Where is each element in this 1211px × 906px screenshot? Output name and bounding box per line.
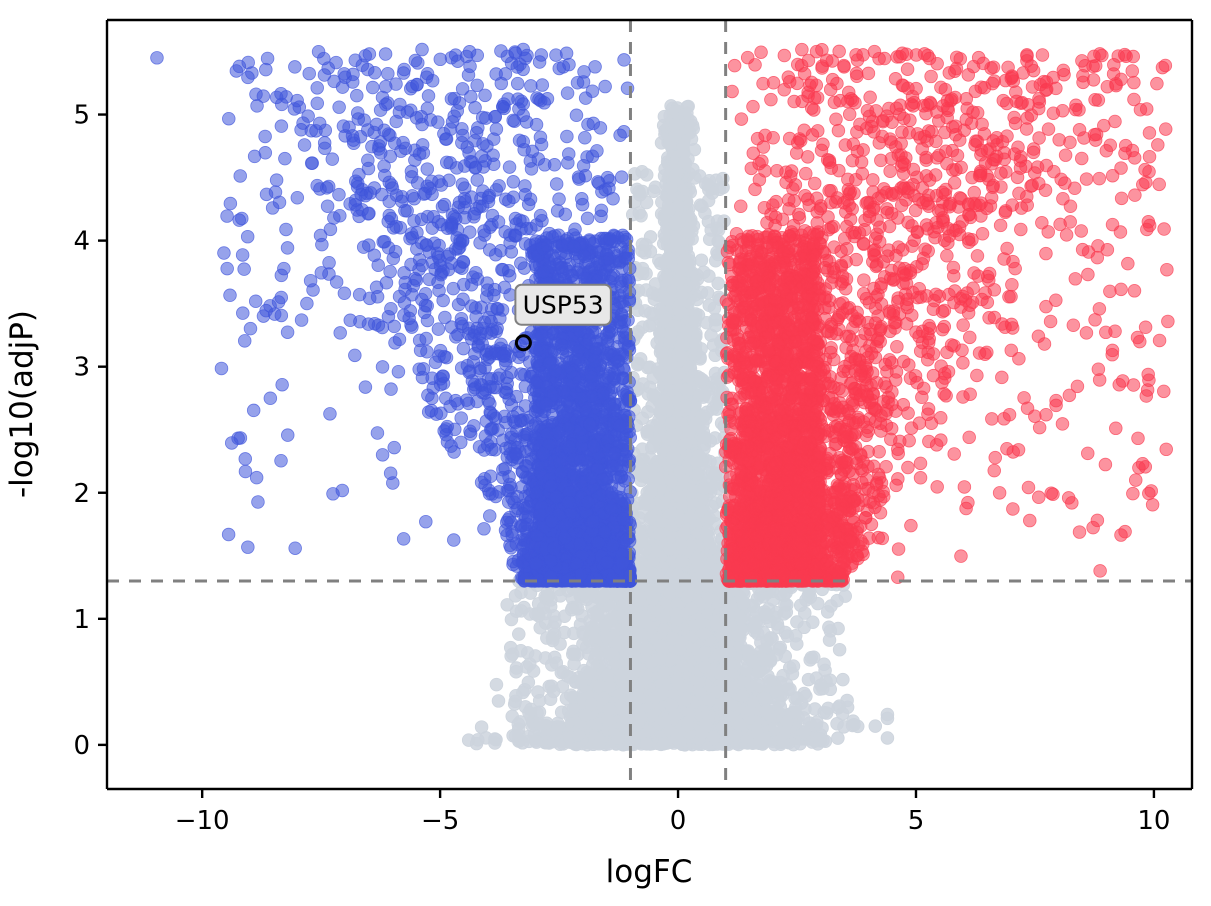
y-tick-label: 4: [73, 227, 90, 257]
y-tick-label: 0: [73, 731, 90, 761]
y-tick-label: 1: [73, 605, 90, 635]
annotation-label: USP53: [523, 291, 604, 320]
gene-annotation-layer: USP53: [514, 283, 612, 352]
y-tick-label: 2: [73, 479, 90, 509]
threshold-lines: [107, 20, 1192, 789]
scatter-group-not-significant: [461, 99, 895, 752]
annotation-box: [514, 283, 612, 326]
x-axis-ticks: −10 −5 0 5 10: [175, 789, 1170, 836]
y-axis-label: -log10(adjP): [4, 310, 40, 498]
y-tick-label: 5: [73, 101, 90, 131]
x-tick-label: −5: [421, 806, 459, 836]
x-tick-label: 10: [1137, 806, 1170, 836]
x-tick-label: 5: [908, 806, 925, 836]
annotation-marker: [514, 334, 532, 352]
x-tick-label: 0: [670, 806, 687, 836]
scatter-group-up-regulated: [718, 42, 1175, 588]
y-axis-ticks: 0 1 2 3 4 5: [73, 101, 107, 761]
x-tick-label: −10: [175, 806, 230, 836]
x-axis-label: logFC: [606, 854, 693, 890]
scatter-group-down-regulated: [150, 42, 638, 588]
y-tick-label: 3: [73, 353, 90, 383]
axis-spines: [105, 18, 1194, 791]
